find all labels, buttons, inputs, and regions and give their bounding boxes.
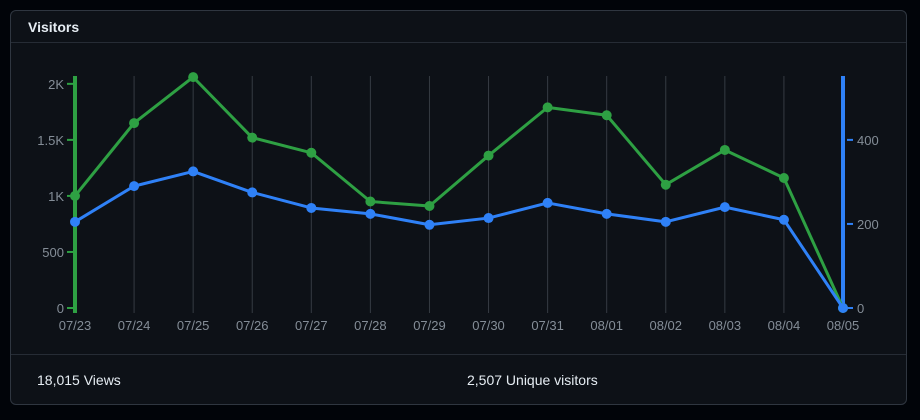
- x-tick-label: 07/26: [236, 318, 269, 333]
- left-axis-tick: [67, 307, 73, 309]
- x-tick-label: 08/01: [590, 318, 623, 333]
- unique-visitors-point[interactable]: [838, 303, 848, 313]
- x-tick-label: 07/24: [118, 318, 151, 333]
- left-axis-tick: [67, 82, 73, 85]
- unique-visitors-stat: 2,507 Unique visitors: [467, 371, 598, 388]
- total-views-stat: 18,015 Views: [37, 371, 121, 388]
- unique-visitors-point[interactable]: [365, 208, 376, 219]
- left-axis-tick-label: 2K: [48, 77, 64, 92]
- card-header: Visitors: [11, 11, 906, 43]
- views-point[interactable]: [70, 190, 80, 201]
- views-point[interactable]: [365, 196, 376, 207]
- views-point[interactable]: [306, 147, 317, 158]
- x-tick-label: 08/02: [649, 318, 682, 333]
- x-tick-label: 07/29: [413, 318, 446, 333]
- x-tick-label: 08/05: [827, 318, 860, 333]
- views-point[interactable]: [129, 118, 140, 129]
- views-point[interactable]: [719, 144, 730, 155]
- x-tick-label: 07/31: [531, 318, 564, 333]
- right-axis-tick-label: 0: [857, 301, 864, 316]
- views-line: [73, 75, 845, 310]
- unique-visitors-point[interactable]: [247, 187, 258, 198]
- x-tick-label: 07/27: [295, 318, 328, 333]
- x-tick-label: 07/30: [472, 318, 505, 333]
- left-axis-tick: [67, 138, 73, 141]
- visitors-card: Visitors 0 500 1K 1.5K 2K 0 200 400 07/23 07/24 07…: [10, 10, 907, 405]
- views-point[interactable]: [660, 179, 671, 190]
- left-axis-tick-label: 1.5K: [37, 133, 64, 148]
- x-tick-label: 07/25: [177, 318, 210, 333]
- x-tick-label: 07/28: [354, 318, 387, 333]
- x-tick-label: 08/04: [768, 318, 801, 333]
- card-footer: 18,015 Views 2,507 Unique visitors: [11, 354, 906, 404]
- x-tick-label: 07/23: [59, 318, 92, 333]
- right-axis-tick-label: 400: [857, 133, 879, 148]
- unique-visitors-point[interactable]: [424, 219, 435, 230]
- x-tick-label: 08/03: [709, 318, 742, 333]
- unique-visitors-point[interactable]: [129, 181, 140, 192]
- unique-visitors-point[interactable]: [778, 214, 789, 225]
- unique-visitors-point[interactable]: [601, 208, 612, 219]
- unique-visitors-point[interactable]: [483, 213, 494, 224]
- unique-visitors-point[interactable]: [70, 216, 80, 227]
- unique-visitors-point[interactable]: [719, 202, 730, 213]
- views-point[interactable]: [188, 72, 199, 83]
- unique-visitors-point[interactable]: [188, 166, 199, 177]
- right-axis-tick-label: 200: [857, 217, 879, 232]
- left-axis-tick: [67, 250, 73, 253]
- views-point[interactable]: [247, 132, 258, 143]
- views-point[interactable]: [424, 201, 435, 212]
- right-axis-tick: [847, 222, 853, 225]
- right-axis-tick: [847, 138, 853, 141]
- card-title: Visitors: [28, 18, 80, 35]
- unique-visitors-point[interactable]: [660, 216, 671, 227]
- right-axis-tick: [847, 307, 853, 309]
- left-axis-tick-label: 500: [42, 245, 64, 260]
- left-axis-tick-label: 1K: [48, 189, 64, 204]
- line-chart-canvas: 0 500 1K 1.5K 2K 0 200 400 07/23 07/24 07/25 07/26 0…: [37, 72, 879, 333]
- left-axis-tick-label: 0: [57, 301, 64, 316]
- views-point[interactable]: [601, 110, 612, 121]
- visitors-chart: 0 500 1K 1.5K 2K 0 200 400 07/23 07/24 07/25 07/26 0…: [11, 43, 906, 354]
- unique-visitors-point[interactable]: [306, 202, 317, 213]
- unique-visitors-point[interactable]: [542, 197, 553, 208]
- unique-visitors-line: [73, 169, 845, 310]
- views-point[interactable]: [542, 102, 553, 113]
- right-axis-line: [841, 76, 845, 308]
- views-point[interactable]: [778, 172, 789, 183]
- views-point[interactable]: [483, 150, 494, 161]
